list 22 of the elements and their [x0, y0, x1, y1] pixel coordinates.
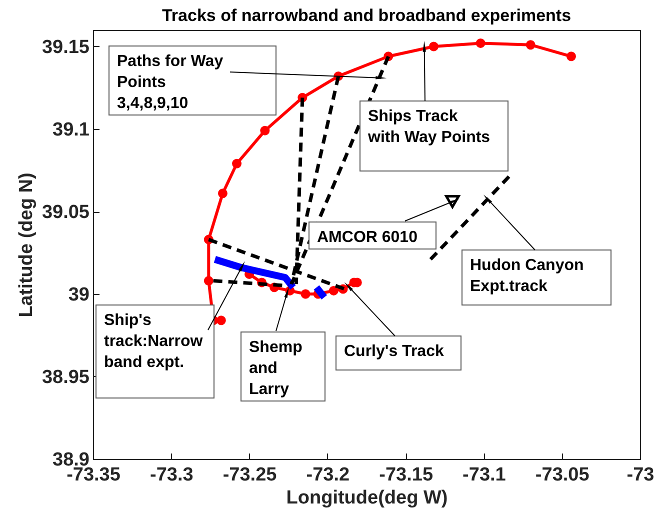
annotation: Shemp and Larry: [249, 339, 303, 398]
y-axis-title: Latitude (deg N): [16, 172, 37, 318]
annotation: Paths for Way Points 3,4,8,9,10: [117, 53, 224, 112]
y-tick-label: 39: [68, 284, 90, 306]
x-tick-label: -73.3: [150, 464, 194, 486]
x-tick-label: -73.2: [306, 464, 350, 486]
annotation: Ship's track:Narrow band expt.: [104, 312, 204, 371]
x-axis-title: Longitude(deg W): [286, 488, 448, 508]
x-tick-label: -73.1: [462, 464, 506, 486]
y-tick-label: 39.1: [52, 120, 90, 140]
chart-title: Tracks of narrowband and broadband experiments: [162, 6, 572, 25]
y-tick-label: 38.95: [42, 367, 90, 388]
annotation: Hudon Canyon Expt.track: [470, 257, 584, 295]
annotation: Ships Track with Way Points: [367, 108, 490, 146]
x-tick-label: -73.05: [535, 464, 590, 486]
annotation: AMCOR 6010: [317, 229, 418, 246]
x-tick-label: -73: [626, 464, 654, 486]
x-tick-label: -73.15: [379, 464, 434, 486]
y-tick-label: 39.15: [42, 37, 90, 58]
annotation: Curly's Track: [344, 343, 444, 360]
x-tick-label: -73.25: [222, 464, 278, 486]
y-tick-label: 39.05: [42, 202, 90, 223]
